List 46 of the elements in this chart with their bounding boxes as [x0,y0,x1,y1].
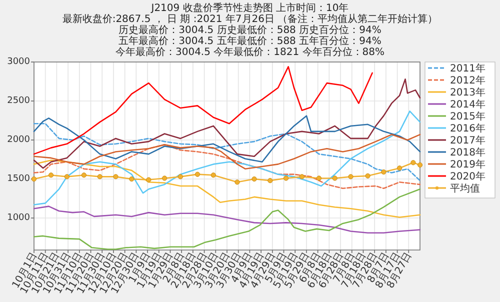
point [97,174,102,180]
point [268,178,273,184]
point [417,162,423,168]
point [381,169,386,175]
point [194,172,200,177]
legend-label: 2014年 [450,98,486,110]
y-tick-label: 3000 [7,57,30,67]
legend-label: 平均值 [450,182,480,194]
legend-label: 2013年 [450,86,486,98]
chart-title: J2109 收盘价季节性走势图 上市时间：10年 [150,2,349,14]
y-tick-label: 1500 [7,174,30,184]
point [210,172,216,178]
text: 五年最高价：3004.5 五年最低价：588 五年百分位：94% [118,35,382,47]
legend-label: 2019年 [450,158,486,170]
point [332,176,338,181]
legend-label: 2015年 [450,110,486,122]
legend-label: 2020年 [450,170,486,182]
chart-subtitle: 最新收盘价:2867.5 ， 日 期 :2021 年7月26日 （备注：平均值从第二年开始计算） [62,13,438,25]
y-tick-label: 1000 [7,213,30,224]
y-tick-label: 2000 [7,135,30,146]
point [397,166,402,171]
point [129,176,134,182]
point [81,172,87,178]
legend-label: 2016年 [450,122,486,134]
point [31,176,37,182]
legend-label: 2012年 [450,74,486,86]
point [64,174,70,180]
point [162,176,168,181]
text: 今年最高价：3004.5 今年最低价：1821 今年百分位：88% [115,46,385,58]
legend-label: 2017年 [450,134,486,146]
point [283,176,289,181]
point [178,174,184,180]
point [348,174,354,180]
y-tick-label: 2500 [7,96,30,106]
point [365,173,370,178]
legend-label: 2018年 [450,146,486,158]
point [410,160,416,166]
point [48,172,54,178]
point [234,180,240,185]
point [252,176,257,182]
point [113,174,118,180]
point [316,176,322,181]
point [299,174,304,180]
text: 历史最高价：3004.5 历史最低价：588 历史百分位：94% [118,24,382,36]
legend-label: 2011年 [450,62,486,74]
point [146,177,152,182]
